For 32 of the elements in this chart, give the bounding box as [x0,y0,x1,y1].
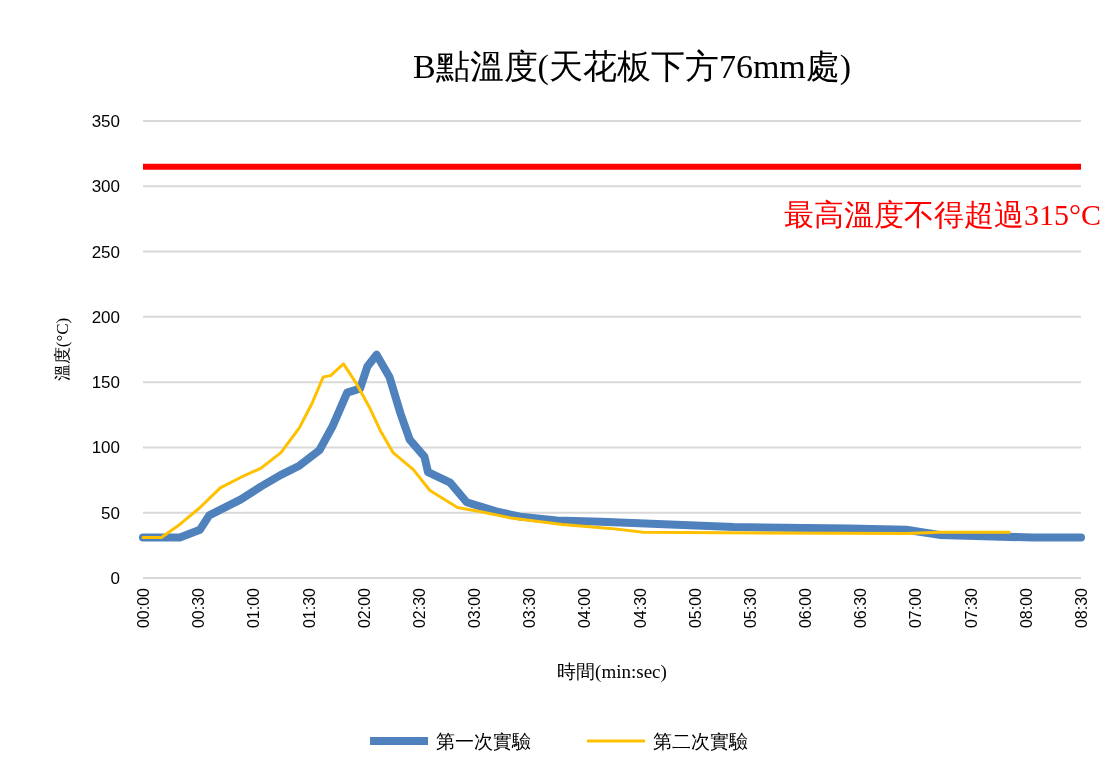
chart-title: B點溫度(天花板下方76mm處) [412,48,852,86]
x-tick-label: 02:30 [410,587,428,629]
y-tick-label: 0 [110,569,120,588]
ref-line-label: 最高溫度不得超過315°C [783,197,1101,231]
x-tick-label: 05:00 [686,587,704,629]
legend-label: 第二次實驗 [653,731,748,752]
x-axis-title: 時間(min:sec) [557,661,667,683]
x-tick-label: 00:00 [135,587,152,629]
x-tick-label: 04:00 [576,587,594,629]
x-tick-label: 06:30 [852,587,870,629]
x-tick-label: 05:30 [741,587,759,629]
x-tick-label: 01:30 [300,587,318,629]
y-tick-label: 250 [91,242,120,262]
y-tick-label: 200 [91,307,120,327]
x-tick-label: 01:00 [245,587,263,629]
x-tick-label: 03:30 [521,587,539,629]
x-tick-label: 08:00 [1017,587,1035,629]
y-tick-label: 100 [91,438,120,458]
x-tick-label: 07:30 [962,587,980,629]
y-axis-title: 溫度(°C) [53,317,72,382]
y-tick-label: 150 [91,373,120,393]
x-tick-label: 08:30 [1073,587,1090,629]
legend-label: 第一次實驗 [436,731,531,752]
x-tick-label: 04:30 [631,587,649,629]
y-tick-label: 50 [101,503,120,523]
x-tick-label: 07:00 [907,587,925,629]
y-tick-label: 350 [91,112,120,131]
x-tick-label: 00:30 [190,587,208,629]
x-tick-label: 06:00 [797,587,815,629]
x-tick-label: 02:00 [355,587,373,629]
x-tick-label: 03:00 [466,587,484,629]
y-tick-label: 300 [91,177,120,197]
